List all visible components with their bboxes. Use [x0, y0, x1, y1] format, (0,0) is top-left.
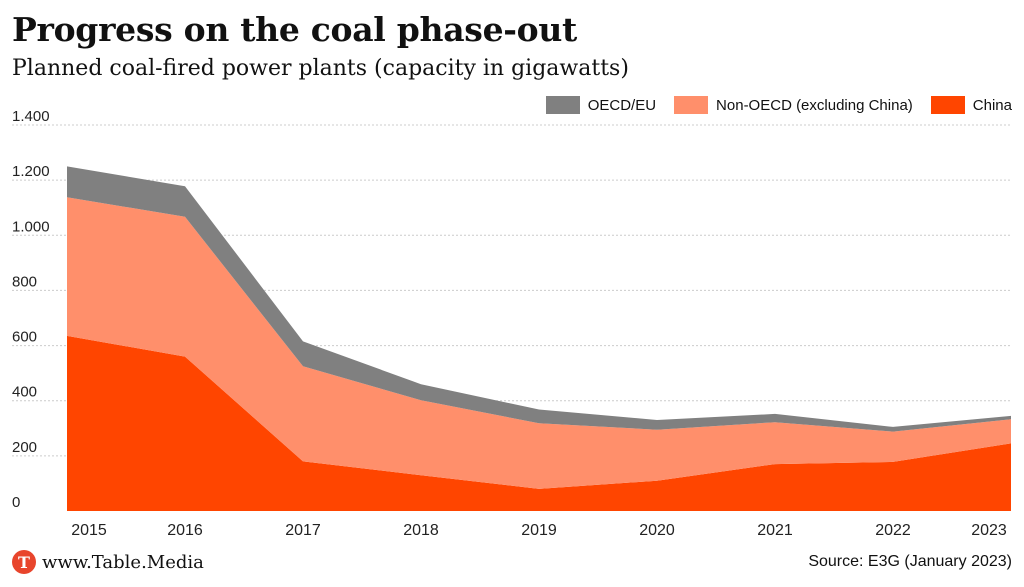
chart-subtitle: Planned coal-fired power plants (capacit…: [12, 56, 629, 81]
y-tick-label: 1.400: [12, 110, 50, 125]
legend-label-oecd: OECD/EU: [587, 96, 657, 114]
x-tick-label: 2018: [403, 522, 439, 539]
y-tick-label: 0: [12, 494, 20, 511]
site-url: www.Table.Media: [42, 551, 204, 573]
legend-item-non-oecd: Non-OECD (excluding China): [674, 96, 913, 114]
x-tick-label: 2015: [71, 522, 107, 539]
legend-swatch-china: [930, 96, 965, 114]
table-media-logo-icon: T: [12, 550, 36, 574]
area-oecd-eu: [67, 166, 1011, 432]
footer-brand: T www.Table.Media: [12, 550, 204, 574]
area-non-oecd-excluding-china: [67, 197, 1011, 489]
x-tick-label: 2016: [167, 522, 203, 539]
source-note: Source: E3G (January 2023): [808, 553, 1012, 570]
y-tick-label: 1.000: [12, 218, 50, 235]
legend-label-non-oecd: Non-OECD (excluding China): [716, 96, 913, 114]
y-tick-label: 1.200: [12, 163, 50, 180]
legend-item-oecd: OECD/EU: [545, 96, 657, 114]
x-tick-label: 2017: [285, 522, 321, 539]
legend-item-china: China: [930, 96, 1012, 114]
y-tick-label: 600: [12, 329, 37, 346]
chart-title: Progress on the coal phase-out: [12, 10, 578, 49]
legend: OECD/EU Non-OECD (excluding China) China: [545, 96, 1012, 114]
y-tick-label: 400: [12, 384, 37, 401]
y-tick-label: 800: [12, 273, 37, 290]
legend-label-china: China: [972, 96, 1012, 114]
x-tick-label: 2019: [521, 522, 557, 539]
x-tick-label: 2022: [875, 522, 911, 539]
legend-swatch-non-oecd: [674, 96, 709, 114]
legend-swatch-oecd: [545, 96, 580, 114]
y-tick-label: 200: [12, 439, 37, 456]
x-tick-label: 2023: [971, 522, 1007, 539]
area-chart: 0 200 400 600 800 1.000 1.200 1.400 2015 2016 2017…: [12, 110, 1011, 539]
x-tick-label: 2021: [757, 522, 793, 539]
area-china: [67, 335, 1011, 511]
x-tick-label: 2020: [639, 522, 675, 539]
